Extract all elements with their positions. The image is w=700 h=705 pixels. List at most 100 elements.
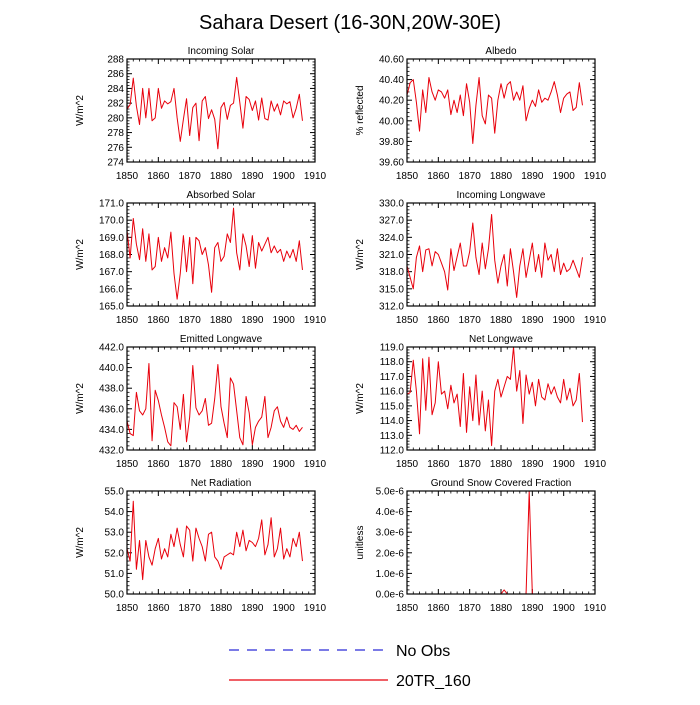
x-tick-label: 1860 [147, 603, 170, 614]
y-tick-label: 170.0 [99, 216, 124, 227]
x-tick-label: 1850 [396, 459, 419, 470]
y-tick-label: 442.0 [99, 343, 124, 354]
y-tick-label: 113.0 [380, 431, 405, 442]
x-tick-label: 1860 [427, 171, 450, 182]
y-tick-label: 39.80 [379, 137, 404, 148]
y-tick-label: 54.0 [105, 507, 125, 518]
x-tick-label: 1890 [521, 459, 544, 470]
y-tick-label: 288 [107, 55, 124, 66]
panel-net-longwave: Net Longwave W/m^2 1850 1860 1870 1880 1890 190… [355, 334, 607, 470]
y-tick-label: 115.0 [380, 401, 405, 412]
panel-title: Albedo [485, 46, 517, 57]
y-tick-label: 276 [107, 143, 124, 154]
y-axis-label: % reflected [355, 85, 366, 135]
y-tick-label: 330.0 [379, 199, 404, 210]
x-tick-label: 1850 [396, 603, 419, 614]
y-axis-label: unitless [355, 526, 366, 560]
y-tick-label: 324.0 [379, 233, 404, 244]
x-tick-label: 1870 [459, 459, 482, 470]
plot-frame [406, 202, 596, 307]
y-tick-label: 166.0 [99, 284, 124, 295]
x-tick-label: 1850 [396, 171, 419, 182]
panel-emitted-longwave: Emitted Longwave W/m^2 1850 1860 1870 1880 189… [75, 334, 327, 470]
x-tick-label: 1910 [584, 171, 607, 182]
x-tick-label: 1900 [273, 171, 296, 182]
y-tick-label: 165.0 [99, 302, 124, 313]
y-tick-label: 0.0e-6 [376, 590, 405, 601]
plot-frame [406, 490, 596, 595]
panel-incoming-solar: Incoming Solar W/m^2 1850 1860 1870 1880 1890 1… [75, 46, 327, 182]
panel-title: Incoming Longwave [457, 190, 546, 201]
y-tick-label: 168.0 [99, 250, 124, 261]
x-tick-label: 1860 [427, 603, 450, 614]
y-tick-label: 440.0 [99, 363, 124, 374]
y-tick-label: 55.0 [105, 487, 125, 498]
y-tick-label: 50.0 [105, 590, 125, 601]
y-tick-label: 2.0e-6 [376, 548, 405, 559]
x-tick-label: 1900 [553, 315, 576, 326]
x-tick-label: 1870 [459, 171, 482, 182]
x-tick-label: 1850 [116, 171, 139, 182]
x-tick-label: 1860 [147, 315, 170, 326]
figure-title: Sahara Desert (16-30N,20W-30E) [199, 12, 501, 34]
plot-frame [406, 58, 596, 163]
y-tick-label: 3.0e-6 [376, 528, 405, 539]
x-tick-label: 1910 [304, 171, 327, 182]
panel-net-radiation: Net Radiation W/m^2 1850 1860 1870 1880 1890 19… [75, 478, 327, 614]
x-tick-label: 1870 [179, 171, 202, 182]
x-tick-label: 1870 [459, 603, 482, 614]
y-axis-label: W/m^2 [75, 95, 86, 126]
x-tick-label: 1890 [521, 315, 544, 326]
y-axis-label: W/m^2 [355, 239, 366, 270]
series-line-20tr-160 [126, 76, 303, 150]
x-tick-label: 1880 [490, 603, 513, 614]
x-tick-label: 1910 [584, 315, 607, 326]
legend: No Obs 20TR_160 [229, 643, 471, 690]
x-tick-label: 1880 [490, 171, 513, 182]
y-tick-label: 52.0 [105, 548, 125, 559]
y-axis-label: W/m^2 [355, 383, 366, 414]
x-tick-label: 1890 [241, 315, 264, 326]
x-tick-label: 1850 [116, 459, 139, 470]
y-tick-label: 171.0 [99, 199, 124, 210]
y-tick-label: 167.0 [99, 267, 124, 278]
panel-incoming-longwave: Incoming Longwave W/m^2 1850 1860 1870 1880 18… [355, 190, 607, 326]
y-tick-label: 278 [107, 128, 124, 139]
y-tick-label: 318.0 [379, 267, 404, 278]
panel-absorbed-solar: Absorbed Solar W/m^2 1850 1860 1870 1880 1890 1… [75, 190, 327, 326]
x-tick-label: 1900 [553, 603, 576, 614]
y-tick-label: 284 [107, 84, 124, 95]
x-tick-label: 1900 [273, 315, 296, 326]
series-line-20tr-160 [126, 500, 303, 581]
y-axis-label: W/m^2 [75, 239, 86, 270]
x-tick-label: 1850 [116, 315, 139, 326]
y-axis-label: W/m^2 [75, 383, 86, 414]
y-tick-label: 51.0 [105, 569, 125, 580]
plot-frame [126, 202, 316, 307]
x-tick-label: 1860 [427, 459, 450, 470]
plot-frame [126, 490, 316, 595]
y-tick-label: 112.0 [380, 446, 405, 457]
x-tick-label: 1880 [490, 459, 513, 470]
y-tick-label: 39.60 [379, 158, 404, 169]
panel-ground-snow-covered-fraction: Ground Snow Covered Fraction unitless 1850… [355, 478, 607, 614]
x-tick-label: 1870 [179, 459, 202, 470]
panel-title: Emitted Longwave [180, 334, 263, 345]
y-tick-label: 282 [107, 99, 124, 110]
panel-albedo: Albedo % reflected 1850 1860 1870 1880 1890 190… [355, 46, 607, 182]
y-tick-label: 4.0e-6 [376, 507, 405, 518]
x-tick-label: 1860 [147, 171, 170, 182]
x-tick-label: 1900 [553, 171, 576, 182]
y-tick-label: 286 [107, 69, 124, 80]
y-tick-label: 118.0 [380, 357, 405, 368]
y-tick-label: 5.0e-6 [376, 487, 405, 498]
y-tick-label: 119.0 [380, 343, 405, 354]
y-tick-label: 53.0 [105, 528, 125, 539]
y-tick-label: 114.0 [380, 416, 405, 427]
plot-frame [126, 58, 316, 163]
x-tick-label: 1900 [553, 459, 576, 470]
y-tick-label: 321.0 [379, 250, 404, 261]
x-tick-label: 1880 [210, 315, 233, 326]
